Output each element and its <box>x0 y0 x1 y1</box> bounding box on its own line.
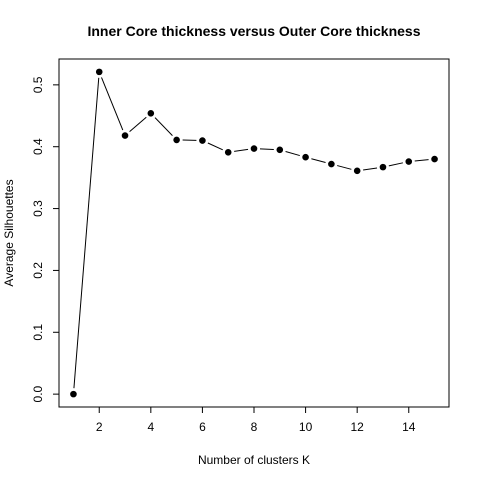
series-segment <box>388 162 404 167</box>
data-point <box>94 67 104 77</box>
series-segment <box>337 165 352 170</box>
series-segment <box>311 158 326 163</box>
series-segment <box>73 77 100 389</box>
y-tick-label: 0.1 <box>31 324 45 341</box>
x-tick-label: 2 <box>96 420 103 434</box>
data-point <box>275 145 285 155</box>
x-tick-label: 14 <box>402 420 416 434</box>
series-layer <box>69 67 439 399</box>
x-tick-label: 12 <box>350 420 364 434</box>
series-segment <box>207 142 223 151</box>
y-tick-label: 0.0 <box>31 385 45 402</box>
data-point <box>172 135 181 145</box>
data-point <box>404 157 414 166</box>
data-point <box>378 162 388 172</box>
x-axis-label: Number of clusters K <box>198 453 310 467</box>
data-point <box>146 109 156 118</box>
data-point <box>430 154 439 164</box>
series-segment <box>414 159 429 162</box>
y-axis-label: Average Silhouettes <box>2 179 16 286</box>
x-tick-label: 6 <box>199 420 206 434</box>
series-segment <box>101 77 124 131</box>
data-point <box>223 147 233 157</box>
series-segment <box>234 148 249 152</box>
data-point <box>301 152 310 162</box>
data-point <box>198 136 207 145</box>
series-segment <box>285 150 300 157</box>
x-axis: 2 4 6 8 10 12 14 <box>96 406 416 434</box>
data-point <box>249 144 259 153</box>
y-tick-label: 0.5 <box>31 76 45 93</box>
y-tick-label: 0.4 <box>31 138 45 155</box>
data-point <box>69 389 78 399</box>
data-point <box>327 159 336 169</box>
x-tick-label: 8 <box>251 420 258 434</box>
x-tick-label: 10 <box>299 420 313 434</box>
series-segment <box>129 116 147 133</box>
y-tick-label: 0.3 <box>31 200 45 217</box>
plot-frame <box>58 58 450 408</box>
data-point <box>120 131 130 140</box>
data-point <box>352 166 362 176</box>
chart-title: Inner Core thickness versus Outer Core t… <box>87 23 420 39</box>
y-tick-label: 0.2 <box>31 262 45 279</box>
series-segment <box>363 167 378 171</box>
series-segment <box>154 117 173 136</box>
y-axis: 0.0 0.1 0.2 0.3 0.4 0.5 <box>31 76 60 402</box>
series-segment <box>259 148 274 151</box>
x-tick-label: 4 <box>147 420 154 434</box>
